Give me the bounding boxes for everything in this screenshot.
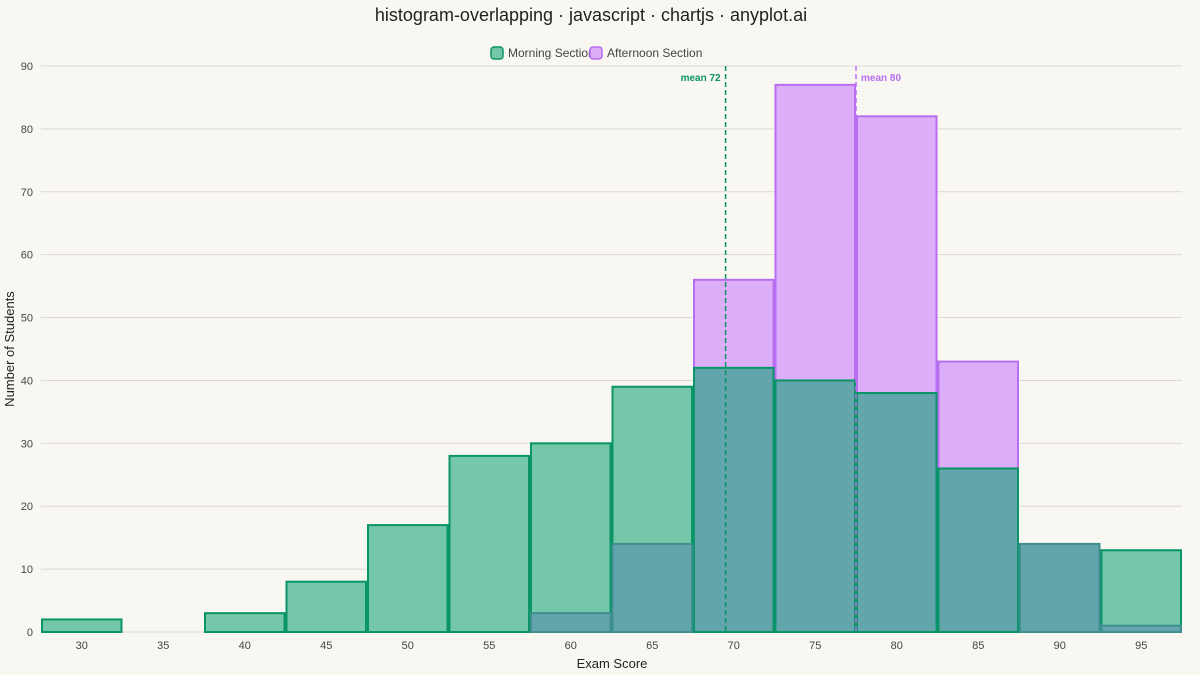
x-tick-label: 75 (809, 640, 821, 652)
bar-morning (204, 612, 286, 634)
legend-swatch-morning (490, 46, 504, 60)
bar-morning-overlap (937, 467, 1019, 633)
x-tick-label: 90 (1054, 640, 1066, 652)
bar-afternoon-overlap (1100, 624, 1182, 634)
bar-morning (367, 524, 449, 633)
x-tick-label: 55 (483, 640, 495, 652)
y-axis-title: Number of Students (2, 291, 17, 407)
bar-morning-overlap (693, 366, 775, 633)
y-tick-label: 30 (21, 438, 33, 450)
y-tick-label: 20 (21, 501, 33, 513)
legend-swatch-afternoon (589, 46, 603, 60)
mean-lines: mean 72 mean 80 (681, 66, 901, 632)
y-tick-label: 0 (27, 627, 33, 639)
x-tick-label: 50 (402, 640, 414, 652)
bar-morning (448, 454, 530, 633)
x-tick-label: 95 (1135, 640, 1147, 652)
bar-morning (530, 442, 612, 634)
x-tick-label: 85 (972, 640, 984, 652)
x-tick-label: 60 (565, 640, 577, 652)
x-tick-label: 80 (891, 640, 903, 652)
x-tick-label: 65 (646, 640, 658, 652)
bar-afternoon-overlap (530, 612, 612, 634)
legend-item-morning[interactable]: Morning Section (490, 46, 595, 60)
chart-title: histogram-overlapping · javascript · cha… (375, 5, 807, 25)
bar-afternoon-overlap (1019, 542, 1101, 634)
x-tick-label: 30 (76, 640, 88, 652)
y-tick-label: 60 (21, 250, 33, 262)
y-tick-label: 10 (21, 564, 33, 576)
bar-morning (285, 580, 367, 634)
y-tick-label: 80 (21, 124, 33, 136)
legend-label-morning: Morning Section (508, 46, 595, 60)
y-tick-label: 40 (21, 375, 33, 387)
x-tick-label: 35 (157, 640, 169, 652)
bar-morning (41, 618, 123, 634)
legend-label-afternoon: Afternoon Section (607, 46, 702, 60)
bar-morning (1100, 549, 1182, 633)
x-tick-label: 45 (320, 640, 332, 652)
bars (41, 83, 1182, 634)
bar-morning-overlap (856, 392, 938, 633)
bar-afternoon-overlap (611, 542, 693, 634)
y-tick-label: 50 (21, 313, 33, 325)
x-tick-label: 70 (728, 640, 740, 652)
gridlines (41, 65, 1182, 633)
x-axis-title: Exam Score (577, 656, 648, 671)
y-tick-label: 70 (21, 187, 33, 199)
legend-item-afternoon[interactable]: Afternoon Section (589, 46, 702, 60)
mean-label: mean 80 (861, 73, 901, 84)
legend: Morning Section Afternoon Section (490, 46, 702, 60)
y-tick-label: 90 (21, 61, 33, 73)
mean-label: mean 72 (681, 73, 721, 84)
y-axis-ticks: 0 10 20 30 40 50 60 70 80 90 (21, 61, 33, 639)
bar-morning-overlap (774, 379, 856, 634)
x-tick-label: 40 (239, 640, 251, 652)
x-axis-ticks: 30 35 40 45 50 55 60 65 70 75 80 85 90 95 (76, 640, 1148, 652)
